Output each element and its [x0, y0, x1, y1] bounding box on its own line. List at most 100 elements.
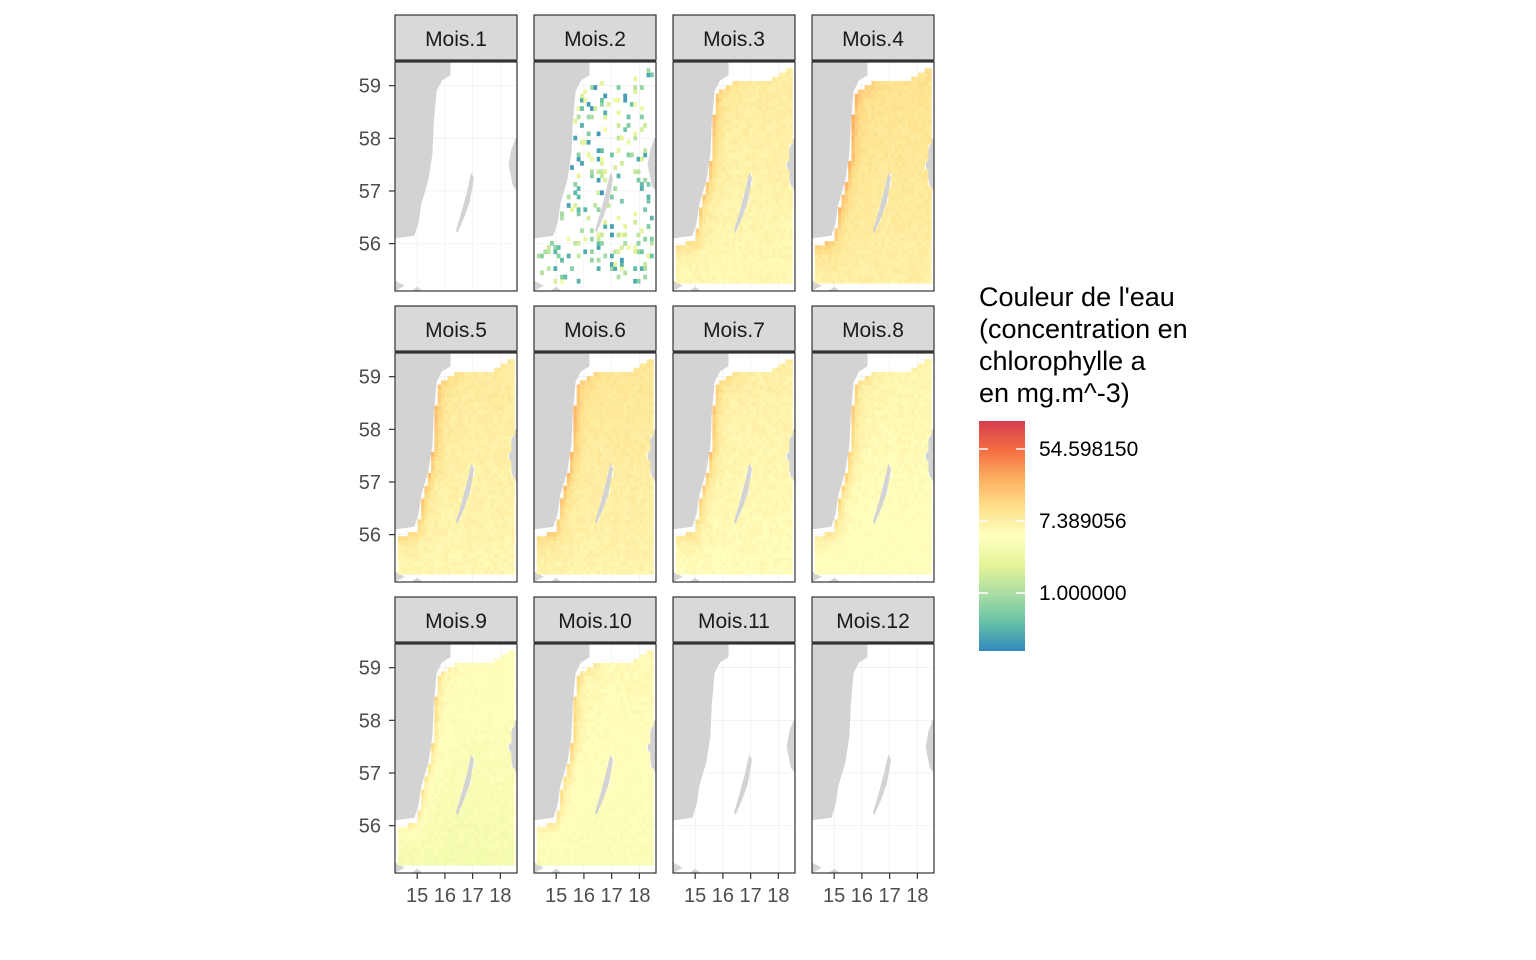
raster-cell — [752, 177, 757, 183]
raster-cell — [818, 262, 822, 267]
raster-cell — [854, 102, 859, 107]
raster-cell — [643, 548, 648, 554]
raster-cell — [775, 160, 780, 166]
raster-cell — [427, 569, 432, 575]
raster-cell — [911, 207, 916, 213]
raster-cell — [444, 447, 449, 453]
raster-cell — [404, 557, 409, 562]
raster-cell — [901, 148, 906, 154]
raster-cell — [778, 278, 783, 284]
raster-cell — [788, 72, 793, 78]
raster-cell — [507, 544, 512, 550]
raster-cell — [487, 561, 492, 567]
raster-cell — [858, 190, 862, 196]
raster-cell — [649, 553, 654, 558]
raster-cell — [583, 569, 588, 575]
raster-cell — [917, 169, 922, 175]
raster-cell — [451, 510, 455, 516]
raster-cell — [907, 152, 912, 158]
raster-cell — [752, 240, 757, 246]
raster-cell — [861, 215, 866, 221]
raster-cell — [497, 405, 502, 411]
raster-cell — [451, 489, 455, 495]
raster-cell — [772, 182, 777, 187]
raster-cell — [447, 489, 452, 495]
raster-cell — [649, 523, 654, 529]
raster-cell — [881, 127, 886, 132]
raster-cell — [457, 553, 462, 558]
raster-cell — [772, 278, 777, 284]
raster-cell — [705, 186, 710, 191]
raster-cell — [626, 506, 631, 512]
raster-cell — [854, 114, 859, 120]
raster-cell — [437, 430, 442, 436]
raster-cell — [546, 548, 551, 554]
raster-cell — [861, 249, 866, 255]
raster-cell — [775, 110, 780, 116]
raster-cell — [871, 156, 876, 162]
raster-cell — [871, 266, 876, 271]
raster-cell — [762, 139, 767, 145]
raster-cell — [510, 388, 515, 394]
raster-cell — [609, 477, 614, 482]
raster-cell — [477, 485, 482, 491]
raster-cell — [881, 228, 886, 234]
raster-cell — [788, 106, 793, 111]
raster-cell — [507, 494, 512, 499]
raster-cell — [782, 72, 787, 78]
raster-cell — [778, 194, 783, 200]
raster-cell — [451, 393, 455, 398]
raster-cell — [897, 198, 902, 204]
raster-cell — [546, 553, 551, 558]
raster-cell — [861, 135, 866, 141]
raster-cell — [431, 502, 435, 508]
raster-cell — [636, 456, 641, 461]
raster-cell — [729, 102, 733, 107]
raster-cell — [914, 224, 919, 229]
raster-cell — [748, 257, 753, 263]
raster-cell — [623, 232, 628, 238]
raster-cell — [712, 135, 717, 141]
raster-cell — [580, 515, 584, 520]
raster-cell — [778, 219, 783, 225]
raster-cell — [818, 245, 822, 250]
raster-cell — [921, 85, 926, 90]
raster-cell — [586, 502, 591, 508]
raster-cell — [881, 85, 886, 90]
raster-cell — [636, 502, 641, 508]
raster-cell — [712, 198, 717, 204]
raster-cell — [868, 135, 872, 141]
raster-cell — [868, 190, 872, 196]
raster-cell — [868, 177, 872, 183]
raster-cell — [474, 426, 479, 432]
raster-cell — [775, 144, 780, 149]
raster-cell — [646, 536, 651, 541]
raster-cell — [841, 194, 846, 200]
raster-cell — [477, 422, 482, 428]
raster-cell — [894, 165, 899, 170]
raster-cell — [692, 266, 697, 271]
raster-cell — [623, 515, 628, 520]
raster-cell — [901, 207, 906, 213]
raster-cell — [441, 494, 445, 499]
raster-cell — [566, 485, 571, 491]
raster-cell — [854, 211, 859, 217]
raster-cell — [454, 451, 459, 457]
raster-cell — [752, 89, 757, 95]
raster-cell — [897, 131, 902, 137]
raster-cell — [735, 274, 740, 280]
raster-cell — [904, 152, 909, 158]
raster-cell — [772, 135, 777, 141]
raster-cell — [914, 249, 919, 255]
raster-cell — [854, 257, 859, 263]
raster-cell — [897, 240, 902, 246]
raster-cell — [921, 80, 926, 86]
raster-cell — [543, 536, 548, 541]
raster-cell — [510, 485, 515, 491]
raster-cell — [742, 262, 747, 267]
raster-cell — [772, 249, 777, 255]
raster-cell — [894, 127, 899, 132]
raster-cell — [732, 144, 737, 149]
raster-cell — [464, 422, 469, 428]
raster-cell — [887, 203, 892, 208]
